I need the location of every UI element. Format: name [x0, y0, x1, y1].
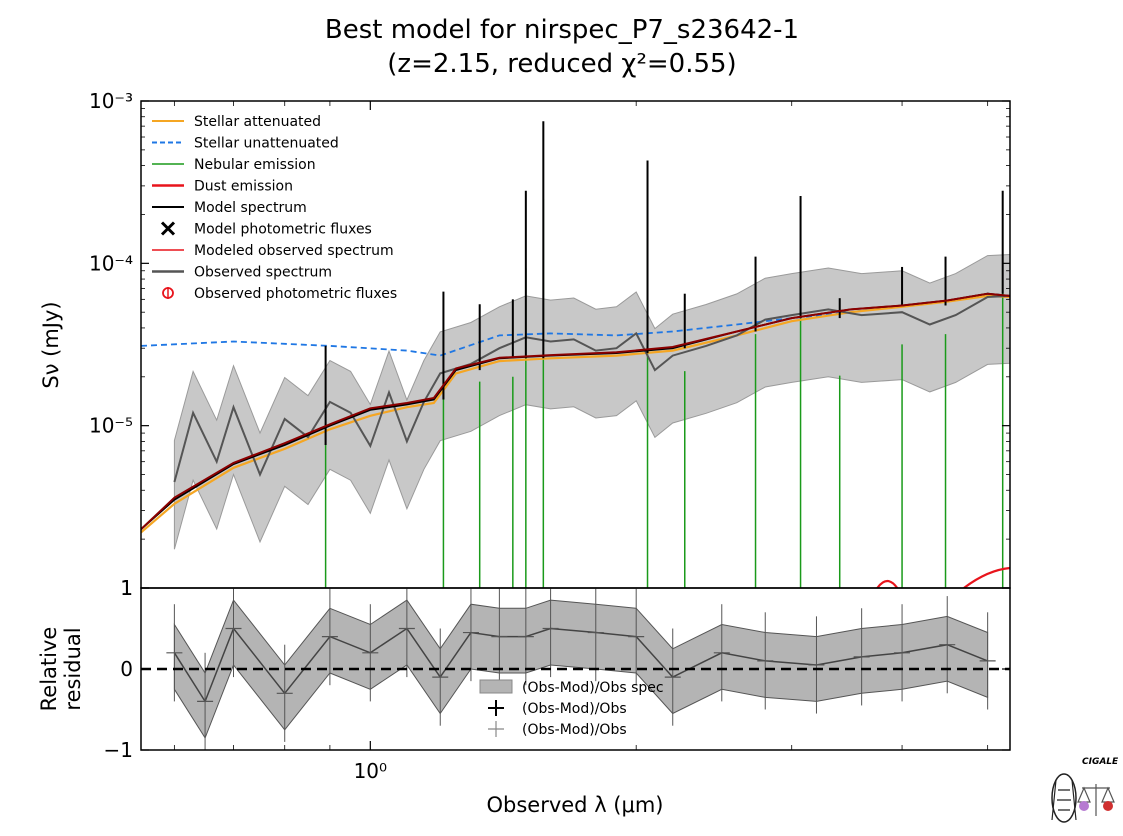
residual-y-axis-label-line2: residual — [61, 627, 85, 710]
residual-legend: (Obs-Mod)/Obs spec (Obs-Mod)/Obs (Obs-Mod)… — [479, 679, 664, 738]
stellar-attenuated-line — [141, 294, 1010, 534]
cigale-logo: CIGALE — [1051, 757, 1119, 823]
residual-y-tick-label-0: 1 — [120, 576, 133, 600]
residual-panel: 1 0 −1 10⁰ Relative residual Observed λ (μ… — [37, 101, 1011, 817]
cicada-wing-icon — [1051, 779, 1077, 821]
sed-legend-marker-5 — [160, 221, 176, 236]
residual-legend-marker-2 — [488, 721, 504, 737]
sed-legend-label-5: Model photometric fluxes — [194, 222, 372, 238]
residual-legend-label-0: (Obs-Mod)/Obs spec — [522, 680, 664, 696]
sed-y-axis-label: Sν (mJy) — [39, 301, 63, 388]
sed-legend-label-2: Nebular emission — [194, 157, 316, 173]
residual-y-axis-label-line1: Relative — [37, 627, 61, 712]
sed-panel: 10⁻³ 10⁻⁴ 10⁻⁵ 1 Sν (mJy) Stellar attenuate… — [39, 89, 1011, 600]
residual-legend-marker-0 — [479, 679, 513, 694]
x-axis-label: Observed λ (μm) — [486, 793, 663, 817]
sed-y-tick-label-1: 10⁻⁴ — [89, 251, 133, 275]
sed-legend-label-4: Model spectrum — [194, 200, 307, 216]
residual-legend-label-1: (Obs-Mod)/Obs — [522, 701, 627, 717]
sed-y-tick-label-2: 10⁻⁵ — [89, 414, 133, 438]
sed-legend-label-6: Modeled observed spectrum — [194, 243, 394, 259]
figure-title: Best model for nirspec_P7_s23642-1 — [325, 15, 799, 45]
sed-y-tick-label-0: 10⁻³ — [89, 89, 133, 113]
figure-subtitle: (z=2.15, reduced χ²=0.55) — [387, 49, 736, 79]
flask-red-icon — [1103, 801, 1113, 811]
sed-legend-label-1: Stellar unattenuated — [194, 136, 339, 152]
sed-y-tick-label-3: 1 — [120, 576, 133, 600]
residual-legend-label-2: (Obs-Mod)/Obs — [522, 722, 627, 738]
sed-legend-label-0: Stellar attenuated — [194, 114, 321, 130]
residual-y-tick-label-1: 0 — [120, 657, 133, 681]
cicada-body-icon — [1051, 773, 1077, 823]
cigale-logo-text: CIGALE — [1082, 757, 1119, 767]
sed-legend-label-7: Observed spectrum — [194, 265, 332, 281]
scale-icon — [1077, 784, 1115, 816]
sed-legend-label-3: Dust emission — [194, 179, 293, 195]
dust-emission-line — [876, 566, 1010, 588]
residual-y-tick-label-2: −1 — [104, 738, 133, 762]
sed-legend-label-8: Observed photometric fluxes — [194, 286, 397, 302]
modeled-observed-spectrum-line — [141, 292, 1010, 531]
flask-icon — [1079, 801, 1089, 811]
sed-legend: Stellar attenuated Stellar unattenuated Ne… — [152, 114, 397, 302]
residual-line — [173, 627, 988, 704]
x-tick-label-0: 10⁰ — [354, 759, 387, 783]
residual-legend-marker-1 — [488, 700, 504, 716]
